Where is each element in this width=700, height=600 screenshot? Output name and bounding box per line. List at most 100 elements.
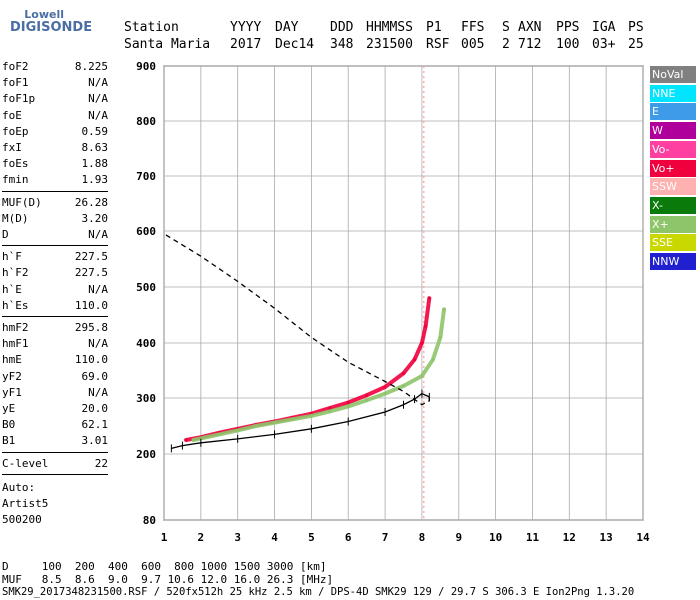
header-label: Station — [124, 20, 179, 35]
param-key: fmin — [2, 173, 29, 187]
y-tick-label: 600 — [136, 225, 156, 238]
param-row: MUF(D) 26.28 — [2, 196, 108, 212]
param-value: 227.5 — [74, 266, 108, 280]
legend-item: SSW — [650, 178, 696, 196]
header-label: AXN — [518, 20, 542, 35]
header-value: 231500 — [366, 37, 413, 52]
param-row: h`Es 110.0 — [2, 299, 108, 315]
legend-item: X+ — [650, 215, 696, 233]
trace-point — [424, 324, 428, 328]
param-value: N/A — [88, 282, 108, 296]
x-tick-label: 4 — [271, 531, 278, 544]
param-key: h`Es — [2, 298, 29, 312]
header-label: IGA — [592, 20, 616, 35]
auto-line: 500200 — [2, 512, 42, 526]
trace-point — [291, 417, 295, 421]
trace-point — [383, 392, 387, 396]
trace-point — [383, 385, 387, 389]
profile-dashed — [163, 233, 430, 406]
y-tick-label: 900 — [136, 60, 156, 73]
param-row: yF1 N/A — [2, 386, 108, 402]
param-value: 8.225 — [74, 60, 108, 73]
x-tick-label: 14 — [636, 531, 650, 544]
param-key: yF1 — [2, 385, 22, 399]
param-key: h`F2 — [2, 266, 29, 280]
param-value: N/A — [88, 92, 108, 106]
header-value: Santa Maria — [124, 37, 211, 52]
param-value: 3.20 — [81, 211, 109, 225]
y-tick-label: 80 — [143, 514, 156, 527]
legend-item: NNW — [650, 253, 696, 270]
footer-source: SMK29_2017348231500.RSF / 520fx512h 25 k… — [2, 586, 635, 598]
y-tick-label: 800 — [136, 115, 156, 128]
param-key: foEs — [2, 157, 29, 171]
param-row: foF1p N/A — [2, 92, 108, 108]
legend-item: Vo- — [650, 140, 696, 158]
trace-point — [346, 404, 350, 408]
param-value: 110.0 — [74, 353, 108, 367]
footer-muf: MUF 8.5 8.6 9.0 9.7 10.6 12.0 16.0 26.3 … — [2, 573, 334, 586]
header-label: S — [502, 20, 510, 35]
param-row: yF2 69.0 — [2, 370, 108, 386]
separator — [2, 473, 108, 475]
param-key: hmF1 — [2, 337, 29, 351]
legend-item: NNE — [650, 84, 696, 102]
param-row: foF2 8.225 — [2, 60, 108, 76]
header-value: 005 — [461, 37, 485, 52]
separator — [2, 190, 108, 192]
x-tick-label: 12 — [563, 531, 576, 544]
trace-point — [191, 438, 196, 442]
param-row: fxI 8.63 — [2, 141, 108, 157]
trace-point — [236, 428, 240, 433]
param-row: foF1 N/A — [2, 76, 108, 92]
y-tick-label: 400 — [136, 337, 156, 350]
param-row: foEp 0.59 — [2, 125, 108, 141]
param-key: hmE — [2, 353, 22, 367]
trace-point — [365, 398, 369, 402]
param-value: 227.5 — [74, 250, 108, 264]
header-label: DAY — [275, 20, 299, 35]
header-label: YYYY — [230, 20, 262, 35]
trace-point — [346, 400, 350, 405]
param-value: 110.0 — [74, 298, 108, 312]
x-tick-label: 6 — [345, 531, 352, 544]
separator — [2, 245, 108, 247]
separator — [2, 316, 108, 317]
trace-point — [401, 371, 406, 375]
param-value: N/A — [88, 385, 108, 399]
header-value: 03+ — [592, 37, 616, 52]
separator — [2, 451, 108, 453]
trace-point — [412, 357, 417, 362]
x-tick-label: 7 — [382, 531, 389, 544]
y-tick-label: 700 — [136, 170, 156, 183]
header-label: PPS — [556, 20, 580, 35]
param-key: M(D) — [2, 211, 29, 225]
param-key: hmF2 — [2, 321, 29, 334]
y-tick-label: 500 — [136, 281, 156, 294]
param-value: 62.1 — [81, 418, 109, 432]
param-value: 8.63 — [81, 141, 109, 154]
x-tick-label: 9 — [455, 531, 462, 544]
trace-point — [431, 357, 435, 362]
param-row: h`F 227.5 — [2, 250, 108, 266]
trace-point — [217, 432, 221, 436]
param-key: h`E — [2, 282, 22, 296]
param-value: 20.0 — [81, 402, 109, 415]
param-row: fmin 1.93 — [2, 173, 108, 189]
legend-item: W — [650, 122, 696, 140]
trace-point — [401, 384, 406, 388]
param-value: 3.01 — [81, 434, 109, 448]
param-value: N/A — [88, 108, 108, 122]
legend-item: X- — [650, 196, 696, 214]
header-label: FFS — [461, 20, 485, 35]
param-row: hmF2 295.8 — [2, 321, 108, 337]
param-row: hmE 110.0 — [2, 353, 108, 369]
param-row: D N/A — [2, 228, 108, 244]
x-tick-label: 1 — [161, 531, 168, 544]
header-label: DDD — [330, 20, 354, 35]
header-value: 2017 — [230, 37, 262, 52]
header-value: 348 — [330, 37, 354, 52]
logo-line2: DIGISONDE — [10, 20, 93, 35]
logo-line1: Lowell — [24, 8, 64, 21]
